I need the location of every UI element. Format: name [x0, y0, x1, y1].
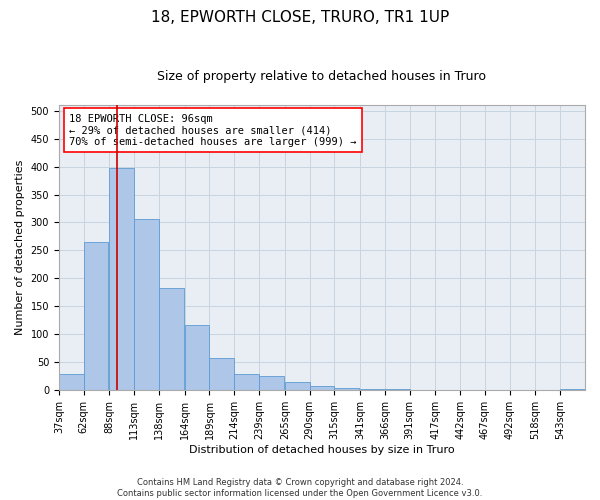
- Title: Size of property relative to detached houses in Truro: Size of property relative to detached ho…: [157, 70, 487, 83]
- Bar: [385, 389, 410, 390]
- X-axis label: Distribution of detached houses by size in Truro: Distribution of detached houses by size …: [189, 445, 455, 455]
- Bar: [285, 382, 310, 390]
- Y-axis label: Number of detached properties: Number of detached properties: [15, 160, 25, 336]
- Text: Contains HM Land Registry data © Crown copyright and database right 2024.
Contai: Contains HM Land Registry data © Crown c…: [118, 478, 482, 498]
- Text: 18, EPWORTH CLOSE, TRURO, TR1 1UP: 18, EPWORTH CLOSE, TRURO, TR1 1UP: [151, 10, 449, 25]
- Bar: [334, 388, 359, 390]
- Bar: [310, 386, 334, 390]
- Bar: [83, 242, 109, 390]
- Bar: [109, 168, 134, 390]
- Bar: [259, 376, 284, 390]
- Bar: [360, 388, 385, 390]
- Bar: [560, 388, 585, 390]
- Bar: [185, 326, 209, 390]
- Bar: [234, 374, 259, 390]
- Bar: [159, 288, 184, 390]
- Bar: [134, 218, 159, 390]
- Text: 18 EPWORTH CLOSE: 96sqm
← 29% of detached houses are smaller (414)
70% of semi-d: 18 EPWORTH CLOSE: 96sqm ← 29% of detache…: [70, 114, 357, 147]
- Bar: [59, 374, 83, 390]
- Bar: [209, 358, 234, 390]
